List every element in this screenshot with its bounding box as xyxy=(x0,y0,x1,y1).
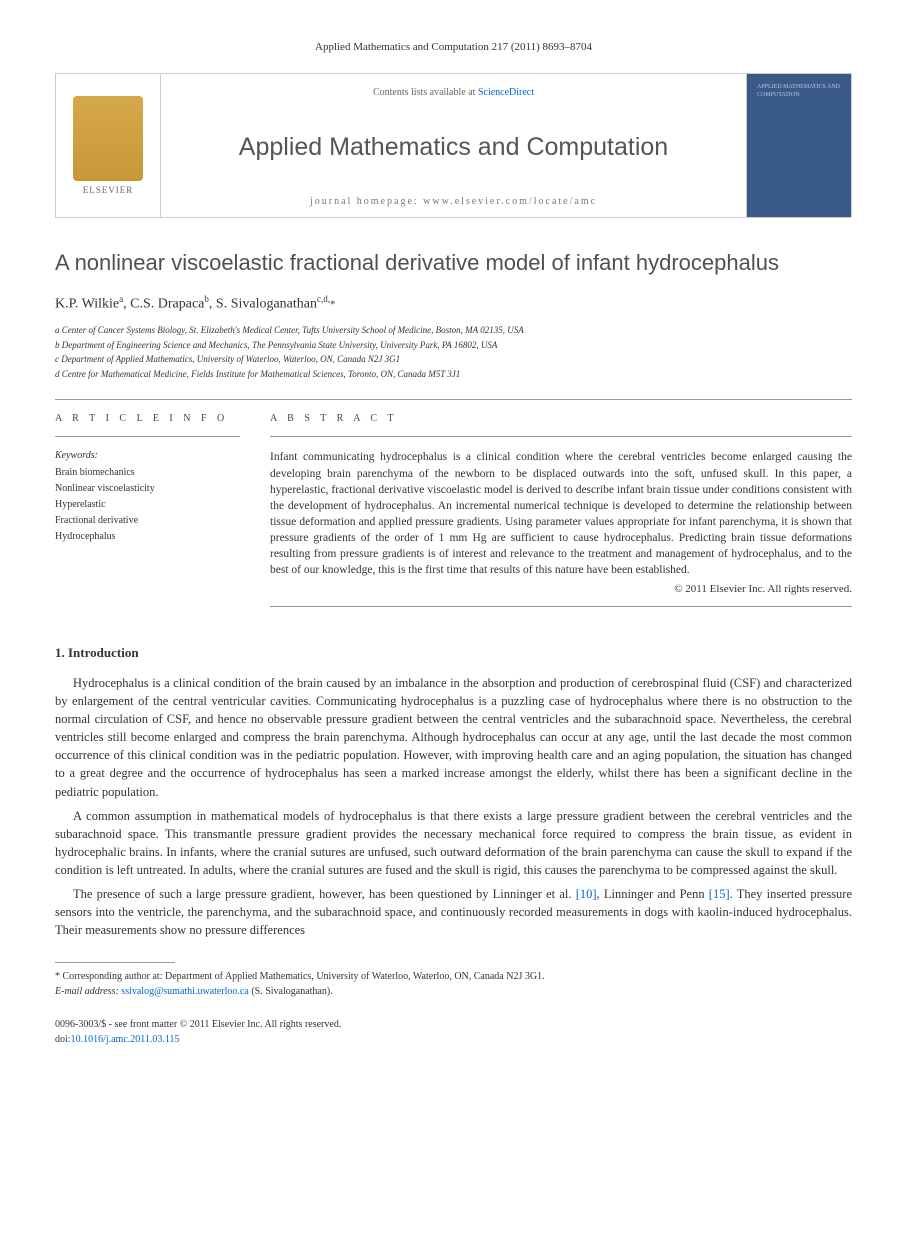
divider-top xyxy=(55,399,852,400)
abstract-label: A B S T R A C T xyxy=(270,412,852,426)
article-title: A nonlinear viscoelastic fractional deri… xyxy=(55,248,852,279)
abstract-divider xyxy=(270,436,852,437)
keywords-label: Keywords: xyxy=(55,449,240,463)
elsevier-label: ELSEVIER xyxy=(83,184,134,197)
email-label: E-mail address: xyxy=(55,986,121,997)
footnote-rule xyxy=(55,962,175,963)
body-paragraph: A common assumption in mathematical mode… xyxy=(55,807,852,880)
homepage-prefix: journal homepage: xyxy=(310,196,423,207)
article-info-col: A R T I C L E I N F O Keywords: Brain bi… xyxy=(55,412,240,618)
affiliation-a: a Center of Cancer Systems Biology, St. … xyxy=(55,324,852,338)
email-suffix: (S. Sivaloganathan). xyxy=(249,986,333,997)
footer-block: 0096-3003/$ - see front matter © 2011 El… xyxy=(55,1017,852,1047)
affiliations-block: a Center of Cancer Systems Biology, St. … xyxy=(55,324,852,381)
corr-text: * Corresponding author at: Department of… xyxy=(55,969,852,984)
header-center: Contents lists available at ScienceDirec… xyxy=(161,74,746,217)
abstract-bottom-divider xyxy=(270,606,852,607)
body-paragraph: Hydrocephalus is a clinical condition of… xyxy=(55,674,852,801)
doi-link[interactable]: 10.1016/j.amc.2011.03.115 xyxy=(71,1034,180,1045)
sciencedirect-link[interactable]: ScienceDirect xyxy=(478,87,534,98)
journal-homepage-line: journal homepage: www.elsevier.com/locat… xyxy=(181,195,726,209)
doi-label: doi: xyxy=(55,1034,71,1045)
author-2: , C.S. Drapaca xyxy=(123,297,204,312)
section-heading-intro: 1. Introduction xyxy=(55,644,852,662)
journal-cover-thumbnail: APPLIED MATHEMATICS AND COMPUTATION xyxy=(746,74,851,217)
elsevier-logo: ELSEVIER xyxy=(56,74,161,217)
contents-prefix: Contents lists available at xyxy=(373,87,478,98)
keywords-list: Brain biomechanics Nonlinear viscoelasti… xyxy=(55,465,240,545)
homepage-url: www.elsevier.com/locate/amc xyxy=(423,196,597,207)
info-abstract-row: A R T I C L E I N F O Keywords: Brain bi… xyxy=(55,412,852,618)
article-info-label: A R T I C L E I N F O xyxy=(55,412,240,426)
author-3-affil: c,d, xyxy=(317,294,330,304)
abstract-text: Infant communicating hydrocephalus is a … xyxy=(270,449,852,578)
body-paragraph: The presence of such a large pressure gr… xyxy=(55,885,852,939)
author-3: , S. Sivaloganathan xyxy=(209,297,317,312)
keyword-item: Brain biomechanics xyxy=(55,465,240,481)
authors-line: K.P. Wilkiea, C.S. Drapacab, S. Sivaloga… xyxy=(55,293,852,314)
corresponding-author-footnote: * Corresponding author at: Department of… xyxy=(55,969,852,999)
cover-text: APPLIED MATHEMATICS AND COMPUTATION xyxy=(757,84,841,98)
keyword-item: Fractional derivative xyxy=(55,513,240,529)
contents-available-line: Contents lists available at ScienceDirec… xyxy=(181,86,726,100)
journal-header-box: ELSEVIER Contents lists available at Sci… xyxy=(55,73,852,218)
elsevier-tree-icon xyxy=(73,96,143,181)
corresponding-star-icon: * xyxy=(330,299,336,311)
affiliation-b: b Department of Engineering Science and … xyxy=(55,339,852,353)
corr-email-link[interactable]: ssivalog@sumathi.uwaterloo.ca xyxy=(121,986,249,997)
keyword-item: Nonlinear viscoelasticity xyxy=(55,481,240,497)
keyword-item: Hydrocephalus xyxy=(55,529,240,545)
citation-link[interactable]: [10] xyxy=(576,887,597,901)
citation-link[interactable]: [15] xyxy=(709,887,730,901)
journal-reference: Applied Mathematics and Computation 217 … xyxy=(55,40,852,55)
journal-name: Applied Mathematics and Computation xyxy=(181,130,726,165)
p3-text-a: The presence of such a large pressure gr… xyxy=(73,887,576,901)
p3-text-b: , Linninger and Penn xyxy=(597,887,709,901)
info-divider xyxy=(55,436,240,437)
issn-line: 0096-3003/$ - see front matter © 2011 El… xyxy=(55,1017,852,1032)
abstract-copyright: © 2011 Elsevier Inc. All rights reserved… xyxy=(270,582,852,597)
keyword-item: Hyperelastic xyxy=(55,497,240,513)
abstract-col: A B S T R A C T Infant communicating hyd… xyxy=(270,412,852,618)
author-1: K.P. Wilkie xyxy=(55,297,119,312)
affiliation-c: c Department of Applied Mathematics, Uni… xyxy=(55,353,852,367)
affiliation-d: d Centre for Mathematical Medicine, Fiel… xyxy=(55,368,852,382)
